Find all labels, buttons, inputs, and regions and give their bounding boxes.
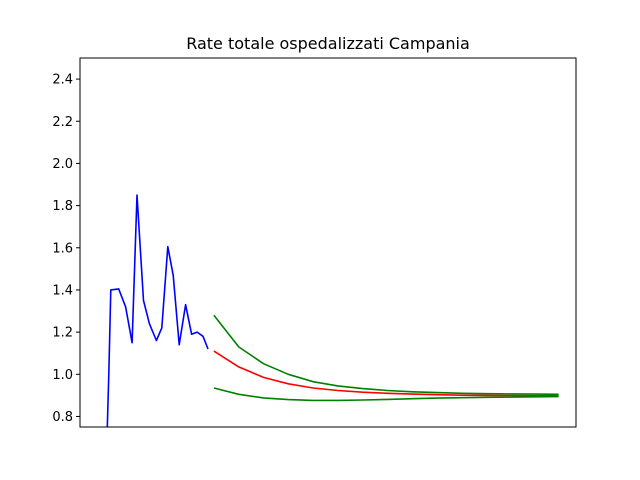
y-tick-label: 2.0 <box>52 157 73 172</box>
series-line-1 <box>106 194 209 427</box>
y-axis: 0.8 1.0 1.2 1.4 1.6 1.8 2.0 2.2 2.4 <box>52 73 80 425</box>
y-tick-label: 1.4 <box>52 283 73 298</box>
series-line-4 <box>213 387 559 402</box>
y-tick-label: 1.8 <box>52 199 73 214</box>
y-tick-label: 1.2 <box>52 326 73 341</box>
series-line-3 <box>213 314 559 396</box>
chart-title: Rate totale ospedalizzati Campania <box>186 34 470 53</box>
y-tick-label: 1.0 <box>52 368 73 383</box>
plot-frame <box>79 57 577 428</box>
series-line-2 <box>213 350 559 397</box>
y-tick-label: 0.8 <box>52 410 73 425</box>
series-layer <box>106 194 559 427</box>
y-tick-label: 2.4 <box>52 73 73 88</box>
y-tick-label: 2.2 <box>52 115 73 130</box>
y-tick-label: 1.6 <box>52 241 73 256</box>
